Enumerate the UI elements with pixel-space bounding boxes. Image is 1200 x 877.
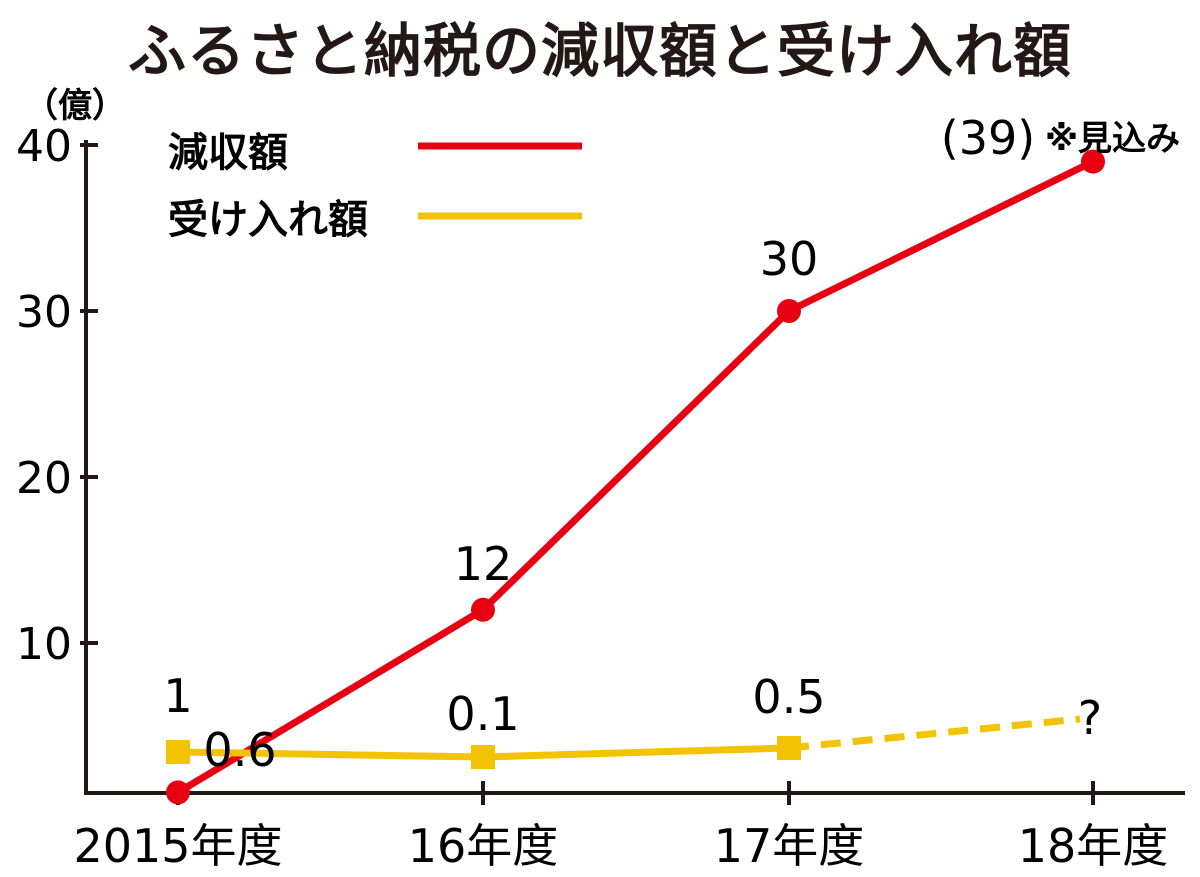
x-tick-label: 16年度 <box>408 819 559 873</box>
series-marker-reduction <box>166 780 190 805</box>
y-tick-label: 10 <box>16 619 72 670</box>
data-label: (39) <box>941 111 1035 165</box>
data-label: ? <box>1078 691 1102 745</box>
data-label: 12 <box>454 537 513 591</box>
series-marker-reduction <box>1081 149 1105 174</box>
axes <box>84 140 1185 795</box>
legend-label-reduction: 減収額 <box>168 130 288 176</box>
y-axis-unit: （億） <box>24 86 126 126</box>
series-marker-acceptance <box>471 745 495 769</box>
legend: 減収額 受け入れ額 <box>168 130 582 243</box>
series-marker-reduction <box>777 299 801 323</box>
chart-title: ふるさと納税の減収額と受け入れ額 <box>127 17 1072 85</box>
x-tick-label: 17年度 <box>714 819 865 873</box>
data-label: 0.1 <box>446 687 519 741</box>
x-tick-label: 2015年度 <box>73 819 282 873</box>
annotation-estimate: ※見込み <box>1045 119 1180 159</box>
data-labels: 1 12 30 (39) ※見込み 0.6 0.1 0.5? <box>163 111 1180 777</box>
x-ticks: 2015年度 16年度 17年度 18年度 <box>73 781 1168 873</box>
y-tick-label: 20 <box>16 453 72 504</box>
x-tick-label: 18年度 <box>1018 819 1169 873</box>
y-tick-label: 30 <box>16 287 72 338</box>
y-tick-label: 40 <box>16 121 72 172</box>
data-label: 30 <box>760 232 819 286</box>
series-marker-reduction <box>471 597 495 622</box>
series-line-reduction <box>176 158 1095 796</box>
series-line-acceptance-projected <box>788 715 1081 752</box>
legend-label-acceptance: 受け入れ額 <box>168 197 368 243</box>
data-label: 0.6 <box>203 723 276 777</box>
series-marker-acceptance <box>166 740 190 764</box>
data-label: 1 <box>163 669 192 723</box>
data-label: 0.5 <box>752 670 825 724</box>
series-marker-acceptance <box>777 736 801 760</box>
y-ticks: 10 20 30 40 <box>16 121 98 670</box>
series <box>166 149 1105 805</box>
